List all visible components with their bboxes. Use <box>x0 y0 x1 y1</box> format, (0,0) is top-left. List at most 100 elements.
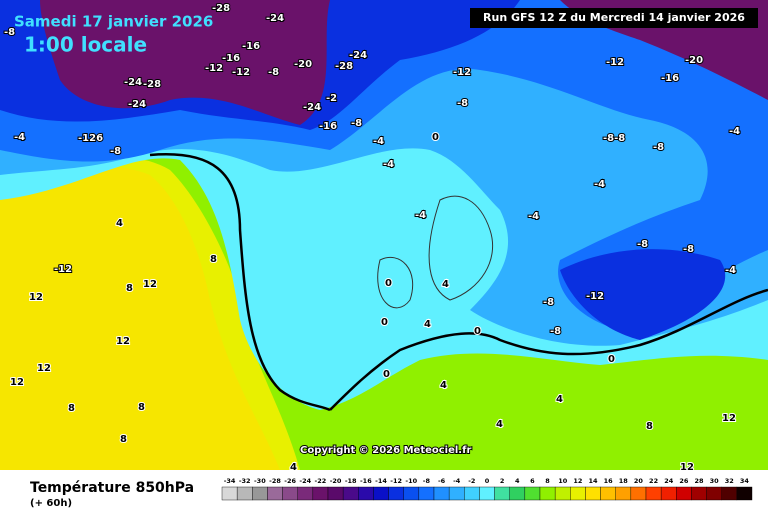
legend-swatch <box>494 486 510 501</box>
legend-tick-label: 6 <box>530 477 535 485</box>
isotherm-label: -12 <box>453 67 471 78</box>
legend-tick-label: 24 <box>664 477 674 485</box>
isotherm-label: -8 <box>637 239 648 250</box>
legend-tick-label: -12 <box>390 477 402 485</box>
isotherm-label: 8 <box>138 402 145 413</box>
legend-subtitle: (+ 60h) <box>30 498 72 509</box>
legend-swatch <box>736 486 753 501</box>
legend-swatch <box>570 486 586 501</box>
legend-swatch <box>252 486 268 501</box>
legend-tick-label: 0 <box>485 477 490 485</box>
legend-swatch <box>433 486 450 501</box>
isotherm-label: -16 <box>222 53 240 64</box>
isotherm-label: 8 <box>68 403 75 414</box>
isotherm-label: -126 <box>78 133 103 144</box>
isotherm-label: 8 <box>646 421 653 432</box>
legend-tick-label: 34 <box>740 477 750 485</box>
isotherm-label: -8-8 <box>603 133 625 144</box>
isotherm-label: -4 <box>725 265 736 276</box>
isotherm-label: 12 <box>116 336 130 347</box>
isotherm-label: -8 <box>543 297 554 308</box>
legend-swatch <box>660 486 677 501</box>
legend-swatch <box>297 486 314 501</box>
legend-swatch <box>418 486 435 501</box>
legend-swatch <box>600 486 616 501</box>
legend-swatch <box>615 486 632 501</box>
isotherm-label: -24 <box>303 102 321 113</box>
legend-tick-label: -16 <box>360 477 372 485</box>
legend-tick-label: -18 <box>345 477 357 485</box>
legend-tick-label: 2 <box>500 477 505 485</box>
legend-tick-label: -6 <box>438 477 446 485</box>
legend-swatch <box>358 486 374 501</box>
legend-tick-label: -22 <box>315 477 327 485</box>
legend-tick-label: -26 <box>284 477 296 485</box>
isotherm-label: 8 <box>126 283 133 294</box>
isotherm-label: -16 <box>661 73 679 84</box>
legend-tick-label: -10 <box>405 477 417 485</box>
legend-swatch <box>221 486 238 501</box>
isotherm-label: 4 <box>442 279 449 290</box>
legend-swatch <box>388 486 404 501</box>
isotherm-label: 8 <box>210 254 217 265</box>
legend-tick-label: 18 <box>619 477 629 485</box>
map <box>0 0 768 470</box>
legend-tick-label: -4 <box>453 477 461 485</box>
isotherm-label: 12 <box>37 363 51 374</box>
isotherm-label: -24 <box>266 13 284 24</box>
isotherm-label: 4 <box>116 218 123 229</box>
isotherm-label: 0 <box>381 317 388 328</box>
legend-tick-label: 30 <box>710 477 720 485</box>
isotherm-label: -8 <box>351 118 362 129</box>
legend-tick-label: 16 <box>604 477 614 485</box>
legend-swatch <box>676 486 692 501</box>
legend-title: Température 850hPa <box>30 480 194 496</box>
isotherm-label: 12 <box>29 292 43 303</box>
legend-tick-label: 22 <box>649 477 658 485</box>
isotherm-label: 12 <box>722 413 736 424</box>
legend-tick-label: 32 <box>725 477 734 485</box>
isotherm-label: -12 <box>232 67 250 78</box>
legend-tick-label: -2 <box>468 477 475 485</box>
legend-swatch <box>282 486 298 501</box>
legend-tick-label: -34 <box>224 477 236 485</box>
isotherm-label: 0 <box>383 369 390 380</box>
legend-swatch <box>585 486 601 501</box>
isotherm-label: -12 <box>205 63 223 74</box>
copyright: Copyright © 2026 Meteociel.fr <box>300 445 471 456</box>
legend-swatch <box>373 486 389 501</box>
isotherm-label: -24 <box>128 99 146 110</box>
legend-tick-label: 14 <box>588 477 598 485</box>
isotherm-label: -8 <box>110 146 121 157</box>
legend-tick-label: 28 <box>694 477 704 485</box>
legend-swatch <box>539 486 556 501</box>
legend-tick-label: 4 <box>515 477 520 485</box>
legend-swatch <box>236 486 253 501</box>
legend-swatch <box>267 486 283 501</box>
isotherm-label: 4 <box>424 319 431 330</box>
legend-tick-label: 20 <box>634 477 644 485</box>
legend-swatch <box>327 486 344 501</box>
legend-tick-label: 8 <box>545 477 550 485</box>
isotherm-label: -28 <box>212 3 230 14</box>
legend-tick-label: -24 <box>299 477 311 485</box>
isotherm-label: -4 <box>415 210 426 221</box>
isotherm-label: -28 <box>143 79 161 90</box>
legend-tick-label: -14 <box>375 477 387 485</box>
isotherm-label: -8 <box>653 142 664 153</box>
isotherm-label: 12 <box>10 377 24 388</box>
legend-swatch <box>706 486 722 501</box>
isotherm-label: -4 <box>373 136 384 147</box>
legend-swatch <box>721 486 738 501</box>
forecast-time: 1:00 locale <box>24 33 147 57</box>
legend-tick-label: -28 <box>269 477 281 485</box>
isotherm-label: 0 <box>608 354 615 365</box>
legend-swatch <box>691 486 707 501</box>
isotherm-label: 12 <box>680 462 694 473</box>
isotherm-label: -8 <box>268 67 279 78</box>
isotherm-label: 0 <box>474 326 481 337</box>
legend-swatch <box>524 486 541 501</box>
isotherm-label: -4 <box>14 132 25 143</box>
legend-tick-label: -30 <box>254 477 266 485</box>
